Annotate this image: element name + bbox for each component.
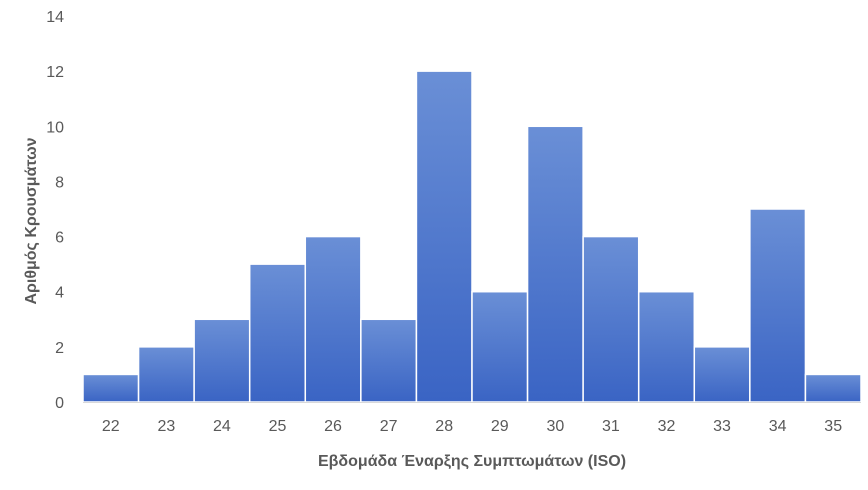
y-tick-label: 0 [55,395,64,412]
bar-week-28 [415,70,473,403]
bar-week-24 [193,318,251,403]
bars-layer [82,70,862,403]
x-tick-label: 22 [102,418,120,435]
bar-week-25 [248,263,307,403]
y-tick-label: 14 [46,9,64,26]
y-axis-title: Αριθμός Κρουσμάτων [23,137,40,304]
bar-week-35 [804,373,862,403]
y-tick-label: 10 [46,119,64,136]
bar-week-31 [582,235,640,403]
x-tick-label: 29 [491,418,509,435]
x-tick-label: 34 [769,418,787,435]
x-tick-label: 35 [824,418,842,435]
x-tick-label: 26 [324,418,342,435]
x-axis-ticks: 22 23 24 25 26 27 28 29 30 31 32 33 34 35 [102,418,842,435]
bar-week-23 [137,346,195,403]
bar-week-26 [304,235,362,403]
x-tick-label: 33 [713,418,731,435]
bar-week-33 [693,346,751,403]
x-tick-label: 32 [658,418,676,435]
x-axis-title: Εβδομάδα Έναρξης Συμπτωμάτων (ISO) [318,453,626,470]
x-tick-label: 27 [380,418,398,435]
x-tick-label: 25 [269,418,287,435]
y-tick-label: 2 [55,340,64,357]
x-tick-label: 23 [157,418,175,435]
bar-week-27 [360,318,418,403]
bar-week-32 [637,290,696,403]
y-tick-label: 4 [55,285,64,302]
x-tick-label: 31 [602,418,620,435]
x-tick-label: 30 [546,418,564,435]
bar-week-22 [82,373,140,403]
y-tick-label: 12 [46,64,64,81]
bar-week-29 [471,290,529,403]
bar-week-34 [749,208,807,403]
y-tick-label: 8 [55,174,64,191]
x-tick-label: 28 [435,418,453,435]
y-axis-ticks: 0 2 4 6 8 10 12 14 [46,9,64,412]
bar-week-30 [526,125,584,403]
y-tick-label: 6 [55,230,64,247]
x-tick-label: 24 [213,418,231,435]
